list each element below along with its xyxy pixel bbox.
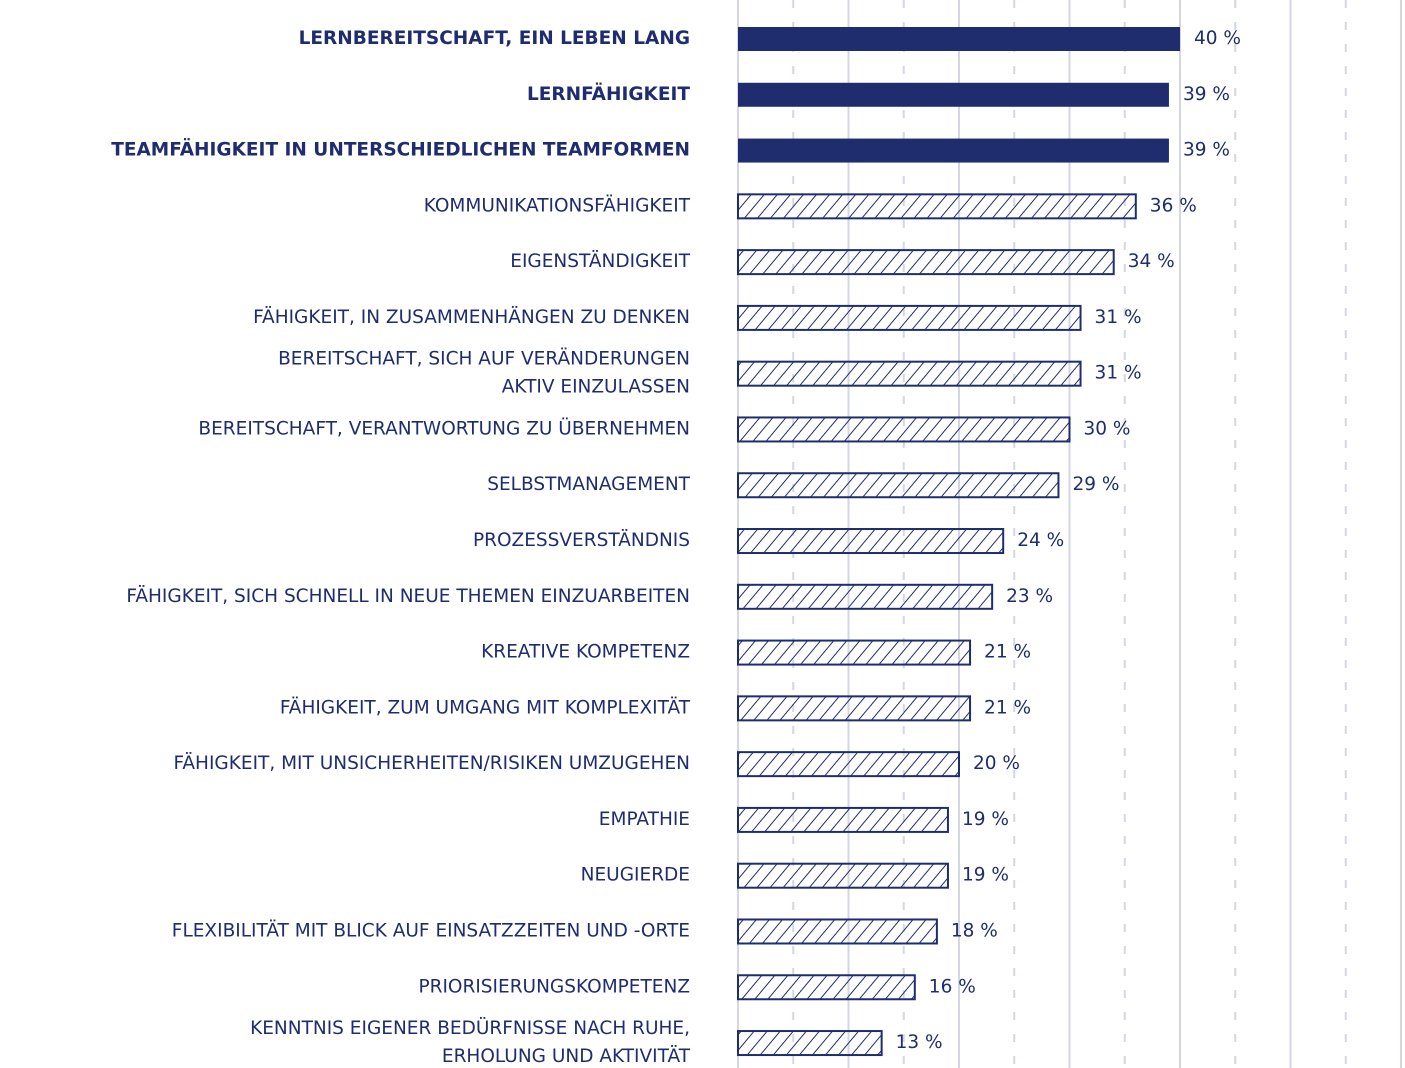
category-label-line: AKTIV EINZULASSEN [502,377,690,398]
bar [737,472,1060,499]
category-label: KOMMUNIKATIONSFÄHIGKEIT [424,195,691,216]
category-label: TEAMFÄHIGKEIT IN UNTERSCHIEDLICHEN TEAMF… [111,139,690,161]
bar [738,27,1180,51]
category-label: BEREITSCHAFT, VERANTWORTUNG ZU ÜBERNEHME… [198,417,690,439]
value-label: 13 % [896,1032,943,1053]
value-label: 31 % [1095,307,1142,328]
value-label: 30 % [1084,418,1131,439]
bar [737,528,1005,555]
category-label: PRIORISIERUNGSKOMPETENZ [418,976,690,997]
category-label-line: KENNTNIS EIGENER BEDÜRFNISSE NACH RUHE, [250,1017,690,1039]
value-label: 19 % [962,809,1009,830]
category-label: FLEXIBILITÄT MIT BLICK AUF EINSATZZEITEN… [172,920,690,941]
category-label: FÄHIGKEIT, SICH SCHNELL IN NEUE THEMEN E… [126,586,690,607]
bar [737,249,1115,276]
bar [737,360,1082,387]
bar [737,583,994,610]
value-label: 29 % [1072,474,1119,495]
bar [737,695,972,722]
category-label: BEREITSCHAFT, SICH AUF VERÄNDERUNGEN AKTI… [278,349,690,398]
bar [737,639,972,666]
value-label: 18 % [951,920,998,941]
category-label: KREATIVE KOMPETENZ [481,642,690,663]
category-label: FÄHIGKEIT, IN ZUSAMMENHÄNGEN ZU DENKEN [253,307,690,328]
bar [738,82,1169,107]
bar [737,806,949,833]
category-label: SELBSTMANAGEMENT [487,474,690,495]
bar [737,751,960,778]
value-label: 34 % [1128,251,1175,272]
value-label: 21 % [984,642,1031,663]
category-label-line: ERHOLUNG UND AKTIVITÄT [442,1046,691,1067]
bar [737,974,916,1001]
value-label: 16 % [929,976,976,997]
bar [737,416,1071,443]
category-label: LERNFÄHIGKEIT [527,83,690,105]
category-label-line: BEREITSCHAFT, SICH AUF VERÄNDERUNGEN [278,349,690,370]
value-label: 21 % [984,697,1031,718]
category-label: PROZESSVERSTÄNDNIS [473,530,690,551]
bar [738,138,1169,163]
bar [737,304,1082,331]
category-label: FÄHIGKEIT, ZUM UMGANG MIT KOMPLEXITÄT [280,697,691,718]
value-label: 39 % [1183,84,1230,105]
value-label: 36 % [1150,195,1197,216]
category-label: EIGENSTÄNDIGKEIT [510,251,690,272]
value-label: 24 % [1017,530,1064,551]
category-label: FÄHIGKEIT, MIT UNSICHERHEITEN/RISIKEN UM… [173,753,690,774]
value-label: 31 % [1095,363,1142,384]
bar [737,1030,883,1057]
value-label: 19 % [962,865,1009,886]
category-label: EMPATHIE [599,809,690,830]
value-label: 23 % [1006,586,1053,607]
value-label: 39 % [1183,140,1230,161]
value-label: 20 % [973,753,1020,774]
bar [737,862,949,889]
category-label: KENNTNIS EIGENER BEDÜRFNISSE NACH RUHE, E… [250,1017,691,1067]
category-label: NEUGIERDE [581,865,690,886]
category-label: LERNBEREITSCHAFT, EIN LEBEN LANG [299,28,690,49]
bar [737,193,1137,220]
bar [737,918,938,945]
value-label: 40 % [1194,28,1241,49]
